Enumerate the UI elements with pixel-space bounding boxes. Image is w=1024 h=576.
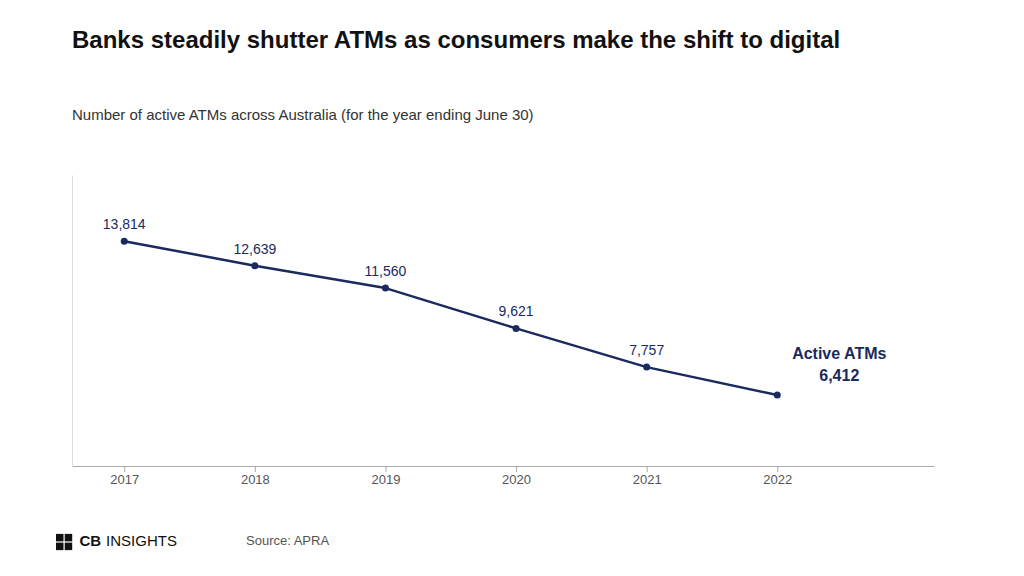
x-tick: 2018 — [241, 466, 270, 487]
logo-text-bold: CB — [79, 532, 101, 549]
logo-text-normal: INSIGHTS — [106, 532, 177, 549]
y-axis-line — [72, 176, 73, 467]
x-tick: 2017 — [110, 466, 139, 487]
x-tick: 2020 — [502, 466, 531, 487]
marks — [121, 238, 781, 399]
data-label: 13,814 — [103, 216, 146, 232]
subtitle: Number of active ATMs across Australia (… — [72, 106, 534, 123]
point — [382, 285, 389, 292]
data-label: 12,639 — [233, 241, 276, 257]
x-axis: 2017 2018 2019 2020 2021 2022 — [73, 466, 935, 487]
annotation: Active ATMs — [792, 345, 886, 362]
x-tick: 2019 — [371, 466, 400, 487]
x-tick-mark — [647, 466, 648, 472]
line — [124, 241, 777, 395]
x-tick-label: 2019 — [371, 472, 400, 487]
footer: CB INSIGHTS Source: APRA — [56, 532, 329, 550]
x-tick-mark — [516, 466, 517, 472]
x-tick: 2021 — [633, 466, 662, 487]
x-tick: 2022 — [763, 466, 792, 487]
x-tick-label: 2021 — [633, 472, 662, 487]
point — [121, 238, 128, 245]
point — [643, 364, 650, 371]
x-tick-mark — [385, 466, 386, 472]
x-tick-mark — [777, 466, 778, 472]
x-tick-label: 2022 — [763, 472, 792, 487]
title: Banks steadily shutter ATMs as consumers… — [72, 26, 840, 53]
data-label: 9,621 — [499, 303, 534, 319]
logo-square — [65, 543, 73, 551]
x-axis-line — [73, 466, 935, 467]
logo-square — [56, 534, 64, 542]
point — [251, 262, 258, 269]
x-tick-mark — [124, 466, 125, 472]
x-tick-label: 2020 — [502, 472, 531, 487]
logo-square — [65, 534, 73, 542]
logo-text: CB INSIGHTS — [79, 532, 177, 549]
x-tick-label: 2017 — [110, 472, 139, 487]
source: Source: APRA — [246, 533, 329, 548]
data-labels: 13,814 12,639 11,560 9,621 7,757 6,412 Active … — [103, 216, 887, 384]
chart: Banks steadily shutter ATMs as consumers… — [0, 0, 1024, 576]
x-tick-label: 2018 — [241, 472, 270, 487]
logo-square — [56, 543, 64, 551]
plot: 2017 2018 2019 2020 2021 2022 13,814 12,639 11,5… — [73, 176, 935, 488]
point — [774, 392, 781, 399]
point — [513, 325, 520, 332]
x-tick-mark — [255, 466, 256, 472]
data-label: 11,560 — [365, 263, 407, 279]
y-axis — [72, 176, 73, 467]
data-label: 6,412 — [819, 367, 859, 384]
data-label: 7,757 — [629, 342, 664, 358]
